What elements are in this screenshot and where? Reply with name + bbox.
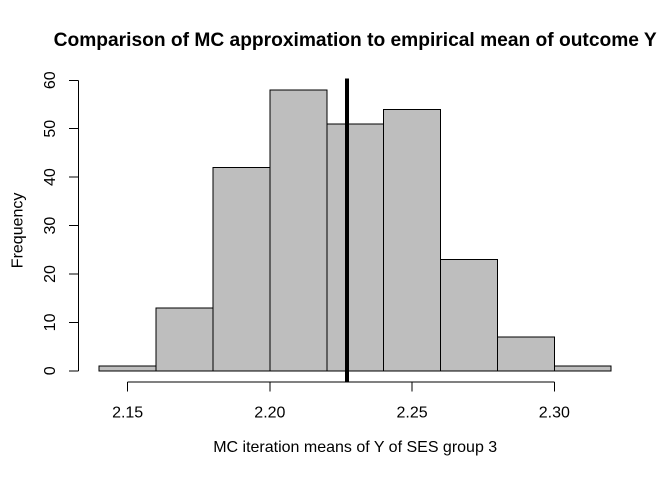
svg-text:2.25: 2.25 (397, 404, 428, 421)
svg-text:2.20: 2.20 (254, 404, 285, 421)
svg-text:0: 0 (42, 366, 59, 375)
svg-text:40: 40 (42, 168, 59, 186)
svg-text:20: 20 (42, 265, 59, 283)
svg-text:2.15: 2.15 (112, 404, 143, 421)
svg-text:10: 10 (42, 313, 59, 331)
svg-text:60: 60 (42, 71, 59, 89)
svg-text:MC iteration means of Y of SES: MC iteration means of Y of SES group 3 (213, 439, 497, 456)
svg-text:Frequency: Frequency (9, 193, 26, 269)
svg-text:30: 30 (42, 217, 59, 235)
svg-text:Comparison of MC approximation: Comparison of MC approximation to empiri… (54, 30, 657, 51)
svg-text:50: 50 (42, 120, 59, 138)
svg-text:2.30: 2.30 (539, 404, 570, 421)
